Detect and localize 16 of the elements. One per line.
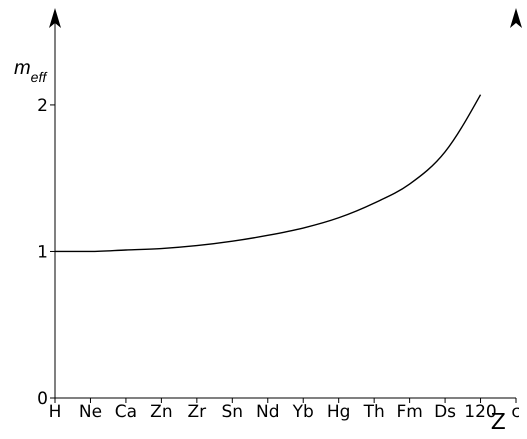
x-tick-label: Nd — [256, 402, 280, 422]
x-tick-label: Sn — [222, 402, 244, 422]
y-axis-title: m$_{eff}$ — [14, 57, 48, 85]
x-tick-label: Fm — [396, 402, 423, 422]
x-tick-label: Ds — [434, 402, 456, 422]
x-tick-label: Hg — [326, 402, 350, 422]
y-tick-label: 2 — [37, 96, 48, 116]
x-tick-label: Zr — [188, 402, 206, 422]
x-tick-label: Th — [362, 402, 385, 422]
x-tick-label: H — [48, 402, 62, 422]
y-tick-label: 1 — [37, 242, 48, 262]
x-tick-label: Zn — [150, 402, 173, 422]
x-tick-label: Ca — [114, 402, 138, 422]
x-tick-label: Yb — [292, 402, 314, 422]
y-tick-label: 0 — [37, 389, 48, 410]
x-tick-label: Ne — [78, 402, 102, 422]
